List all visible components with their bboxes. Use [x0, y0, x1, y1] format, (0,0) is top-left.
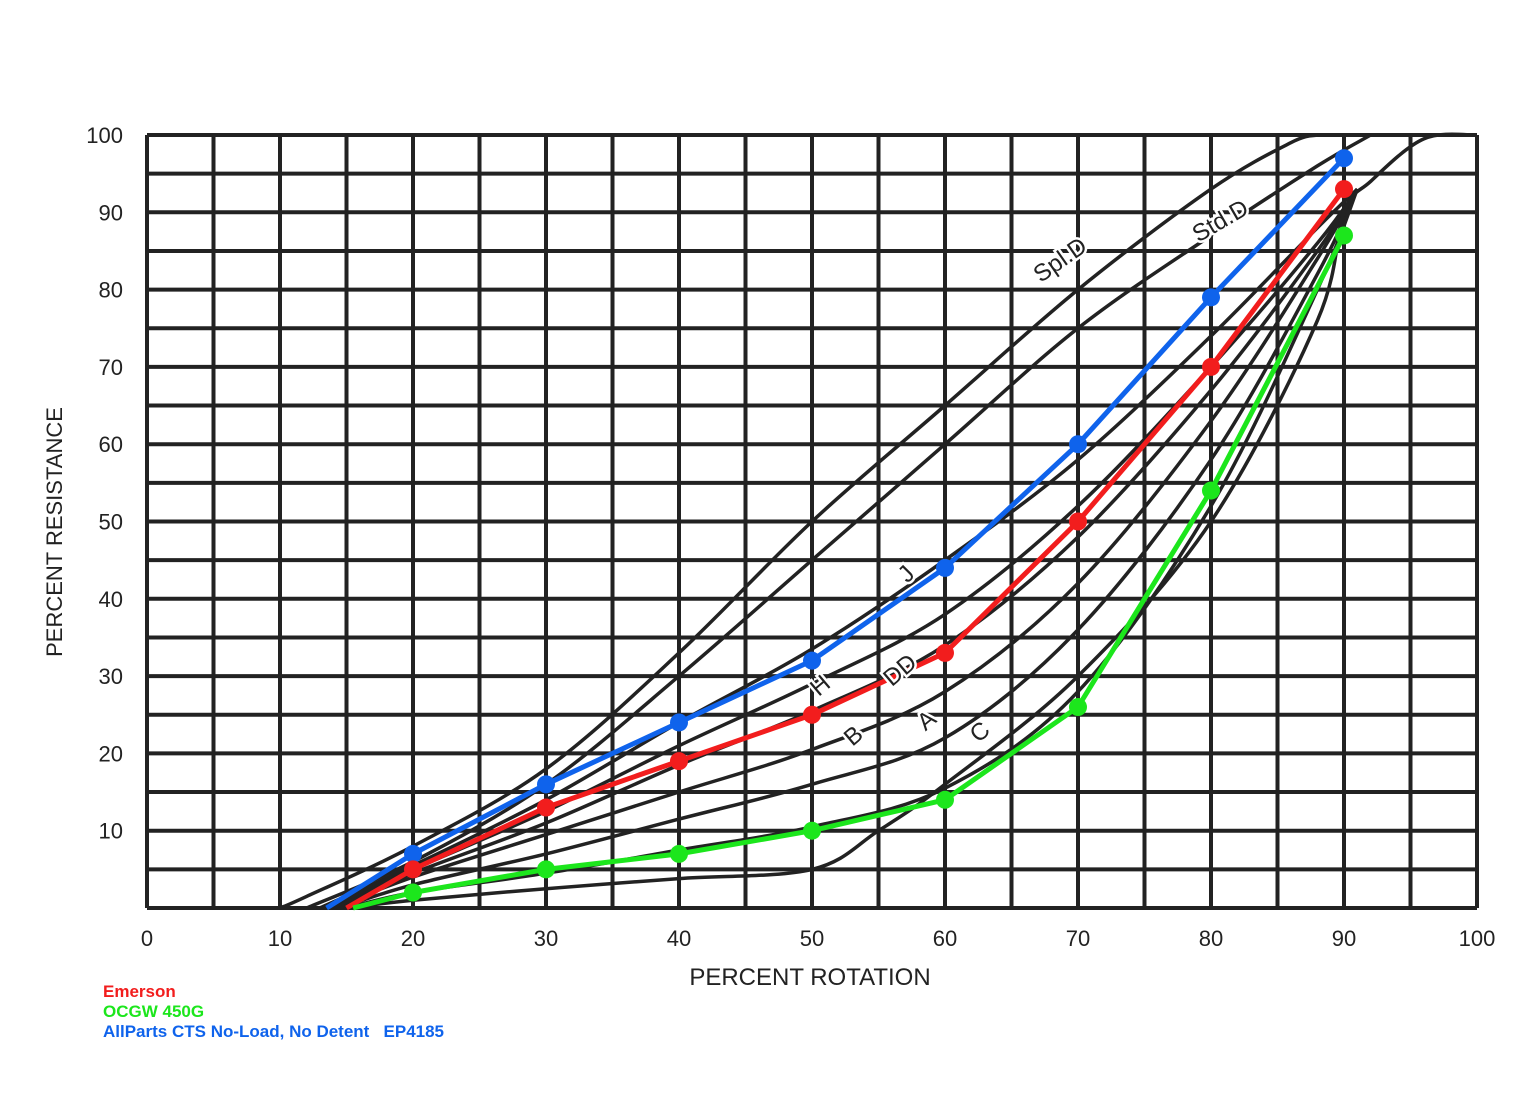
data-point-ocgw-450g — [1069, 698, 1087, 717]
curve-label: DD — [878, 649, 922, 692]
curve-label: Spl.D — [1029, 232, 1093, 288]
y-tick-label: 90 — [99, 200, 123, 225]
data-point-ocgw-450g — [1202, 481, 1220, 500]
legend-item-ocgw-450g: OCGW 450G — [103, 1002, 205, 1021]
y-tick-label: 70 — [99, 355, 123, 380]
y-tick-label: 60 — [99, 432, 123, 457]
measured-series — [325, 149, 1353, 911]
reference-curve-a — [339, 188, 1359, 910]
x-tick-label: 70 — [1066, 926, 1090, 951]
curve-label: Std.D — [1188, 195, 1253, 248]
y-tick-label: 80 — [99, 278, 123, 303]
x-tick-label: 100 — [1459, 926, 1496, 951]
reference-curve-c — [346, 188, 1359, 910]
data-point-ocgw-450g — [537, 860, 555, 879]
data-point-emerson — [537, 798, 555, 817]
x-tick-label: 10 — [268, 926, 292, 951]
data-point-emerson — [1202, 357, 1220, 376]
x-tick-label: 80 — [1199, 926, 1223, 951]
data-point-allparts-cts-no-load-no-detent-ep4185 — [1202, 288, 1220, 307]
reference-curve-outer — [346, 132, 1478, 910]
legend-item-allparts-cts: AllParts CTS No-Load, No Detent EP4185 — [103, 1022, 445, 1041]
data-point-allparts-cts-no-load-no-detent-ep4185 — [936, 558, 954, 577]
data-point-ocgw-450g — [670, 844, 688, 863]
x-tick-label: 20 — [401, 926, 425, 951]
curve-label: J — [893, 560, 921, 588]
y-tick-label: 50 — [99, 510, 123, 535]
curve-label: A — [912, 705, 942, 736]
data-point-allparts-cts-no-load-no-detent-ep4185 — [670, 713, 688, 732]
chart-grid — [145, 133, 1479, 910]
data-point-emerson — [1069, 512, 1087, 531]
data-point-emerson — [1335, 180, 1353, 199]
data-point-allparts-cts-no-load-no-detent-ep4185 — [404, 844, 422, 863]
axis-ticks: 0 10 20 30 40 50 60 70 80 90 100 10 20 30 40 50 60 70 80 90… — [86, 123, 1495, 951]
y-tick-label: 30 — [99, 664, 123, 689]
y-axis-label: PERCENT RESISTANCE — [42, 407, 67, 657]
data-point-allparts-cts-no-load-no-detent-ep4185 — [1069, 435, 1087, 454]
data-point-allparts-cts-no-load-no-detent-ep4185 — [803, 651, 821, 670]
data-point-allparts-cts-no-load-no-detent-ep4185 — [1335, 149, 1353, 168]
reference-curve-h — [325, 188, 1359, 910]
reference-curve-j — [319, 187, 1359, 910]
reference-taper-curves — [279, 132, 1478, 910]
y-tick-label: 20 — [99, 741, 123, 766]
x-tick-label: 90 — [1332, 926, 1356, 951]
curve-label: B — [839, 721, 869, 752]
data-point-ocgw-450g — [936, 790, 954, 809]
reference-curve-dd — [332, 188, 1359, 910]
data-point-emerson — [670, 752, 688, 771]
data-point-emerson — [803, 705, 821, 724]
data-point-emerson — [936, 643, 954, 662]
y-tick-label: 40 — [99, 587, 123, 612]
data-point-ocgw-450g — [404, 883, 422, 902]
x-tick-label: 0 — [141, 926, 153, 951]
x-tick-label: 60 — [933, 926, 957, 951]
data-point-ocgw-450g — [1335, 226, 1353, 245]
x-tick-label: 30 — [534, 926, 558, 951]
x-axis-label: PERCENT ROTATION — [689, 964, 930, 991]
data-point-allparts-cts-no-load-no-detent-ep4185 — [537, 775, 555, 794]
legend: Emerson OCGW 450G AllParts CTS No-Load, … — [103, 982, 444, 1042]
y-tick-label: 100 — [86, 123, 123, 148]
x-tick-label: 50 — [800, 926, 824, 951]
data-point-ocgw-450g — [803, 821, 821, 840]
x-tick-label: 40 — [667, 926, 691, 951]
reference-curve-std-d — [305, 133, 1372, 910]
data-point-emerson — [404, 860, 422, 879]
legend-item-emerson: Emerson — [103, 982, 176, 1001]
y-tick-label: 10 — [99, 819, 123, 844]
reference-curve-b — [332, 188, 1359, 910]
